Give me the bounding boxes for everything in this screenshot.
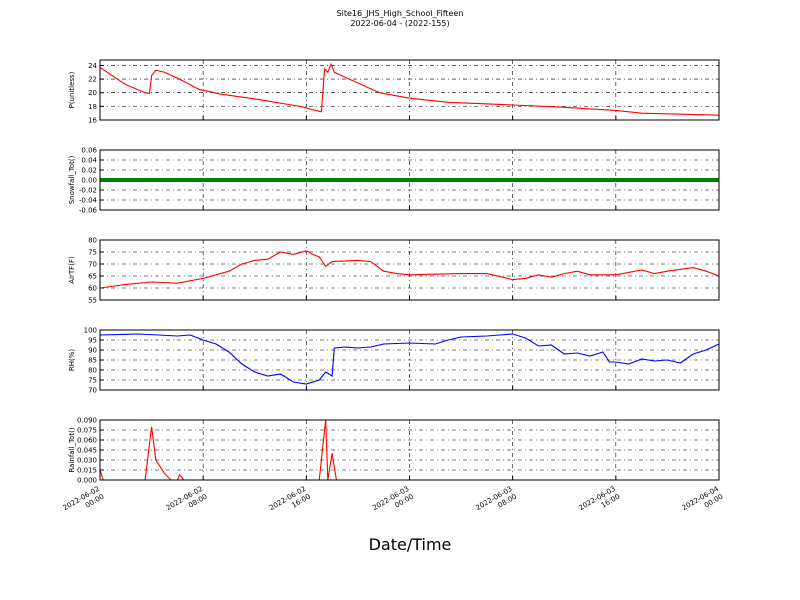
y-tick-label: 0.000 — [77, 477, 97, 485]
plot-frame — [99, 239, 720, 301]
y-tick-label: 65 — [88, 273, 97, 281]
plot-frame — [99, 149, 720, 211]
y-tick-label: 75 — [88, 377, 97, 385]
y-tick-label: 80 — [88, 237, 97, 245]
plot-frame — [99, 329, 720, 391]
y-axis-label: P(unitless) — [68, 71, 76, 108]
y-tick-label: 0.090 — [77, 417, 97, 425]
y-tick-label: 70 — [88, 387, 97, 395]
y-tick-label: 0.06 — [81, 147, 97, 155]
y-tick-label: 60 — [88, 285, 97, 293]
y-tick-label: 80 — [88, 367, 97, 375]
y-tick-label: -0.04 — [79, 197, 98, 205]
y-tick-label: 0.075 — [77, 427, 97, 435]
x-axis-label: Date/Time — [369, 535, 452, 554]
y-tick-label: -0.06 — [79, 207, 98, 215]
y-tick-label: 0.060 — [77, 437, 97, 445]
y-tick-label: 20 — [88, 89, 97, 97]
series-line — [100, 333, 719, 385]
y-tick-label: 18 — [88, 103, 97, 111]
y-tick-label: 95 — [88, 337, 97, 345]
y-tick-label: 0.04 — [81, 157, 97, 165]
y-tick-label: -0.02 — [79, 187, 97, 195]
y-tick-label: 0.02 — [81, 167, 97, 175]
y-tick-label: 16 — [88, 117, 97, 125]
y-tick-label: 75 — [88, 249, 97, 257]
chart-title: Site16_JHS_High_School_Fifteen — [337, 9, 464, 18]
y-tick-label: 100 — [84, 327, 97, 335]
y-tick-label: 90 — [88, 347, 97, 355]
plot-frame — [99, 59, 720, 121]
chart-subtitle: 2022-06-04 - (2022-155) — [350, 19, 449, 28]
y-tick-label: 0.045 — [77, 447, 97, 455]
y-axis-label: Snowfall_Tot() — [68, 155, 76, 204]
y-tick-label: 0.030 — [77, 457, 97, 465]
y-tick-label: 85 — [88, 357, 97, 365]
y-axis-label: Rainfall_Tot() — [68, 427, 76, 472]
y-axis-label: RH(%) — [68, 349, 76, 372]
series-line — [100, 420, 719, 480]
series-line — [100, 62, 719, 116]
y-tick-label: 22 — [88, 76, 97, 84]
y-tick-label: 70 — [88, 261, 97, 269]
y-tick-label: 55 — [88, 297, 97, 305]
plot-frame — [99, 419, 720, 481]
y-axis-label: AirTF(F) — [68, 256, 76, 284]
y-tick-label: 0.00 — [81, 177, 97, 185]
y-tick-label: 24 — [88, 62, 97, 70]
series-line — [100, 250, 719, 289]
y-tick-label: 0.015 — [77, 467, 97, 475]
